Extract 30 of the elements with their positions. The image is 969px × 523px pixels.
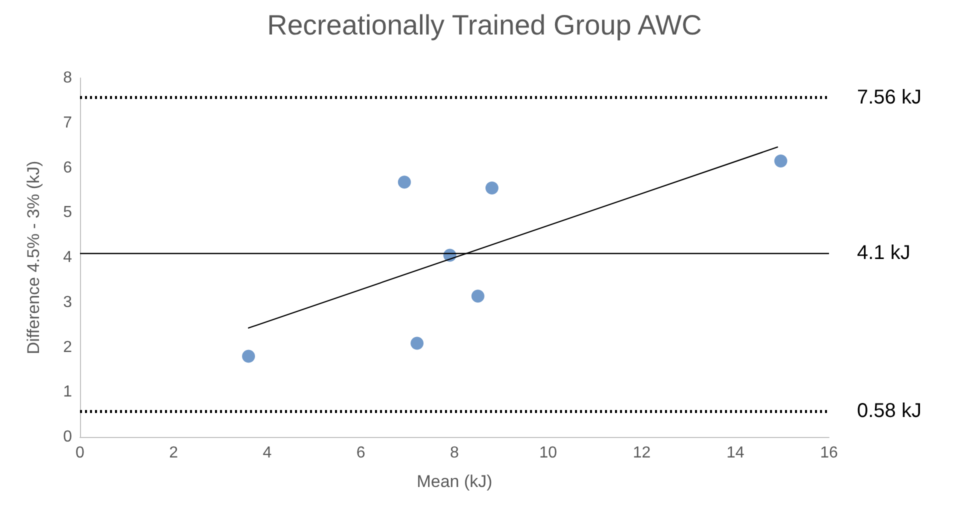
point bbox=[410, 336, 424, 350]
x-tick-label: 6 bbox=[356, 444, 366, 462]
y-tick-label: 8 bbox=[63, 70, 72, 86]
point bbox=[774, 154, 788, 168]
x-tick-label: 0 bbox=[76, 444, 85, 462]
x-tick-label: 10 bbox=[539, 444, 558, 462]
ref-line-label: 4.1 kJ bbox=[857, 242, 910, 264]
x-tick-label: 8 bbox=[450, 444, 460, 462]
y-tick-label: 1 bbox=[63, 384, 72, 401]
ref-line-label: 0.58 kJ bbox=[857, 400, 922, 422]
x-tick-label: 16 bbox=[820, 444, 838, 462]
y-tick-label: 2 bbox=[63, 338, 72, 356]
y-tick-label: 0 bbox=[63, 428, 72, 446]
x-tick-label: 4 bbox=[262, 444, 272, 462]
point bbox=[242, 350, 256, 363]
y-tick-label: 6 bbox=[63, 159, 72, 176]
x-tick-label: 2 bbox=[169, 444, 178, 462]
y-tick-label: 5 bbox=[63, 204, 72, 222]
point bbox=[471, 290, 484, 303]
x-tick-label: 12 bbox=[632, 444, 651, 462]
x-axis-title: Mean (kJ) bbox=[416, 472, 492, 491]
point bbox=[485, 181, 498, 194]
y-tick-label: 4 bbox=[63, 249, 72, 266]
y-axis-title: Difference 4.5% - 3% (kJ) bbox=[24, 160, 43, 354]
x-tick-label: 14 bbox=[726, 444, 744, 462]
y-tick-label: 3 bbox=[63, 294, 72, 311]
y-tick-label: 7 bbox=[63, 114, 72, 132]
chart-title: Recreationally Trained Group AWC bbox=[267, 10, 702, 40]
ref-line-label: 7.56 kJ bbox=[857, 86, 922, 109]
point bbox=[398, 176, 411, 189]
